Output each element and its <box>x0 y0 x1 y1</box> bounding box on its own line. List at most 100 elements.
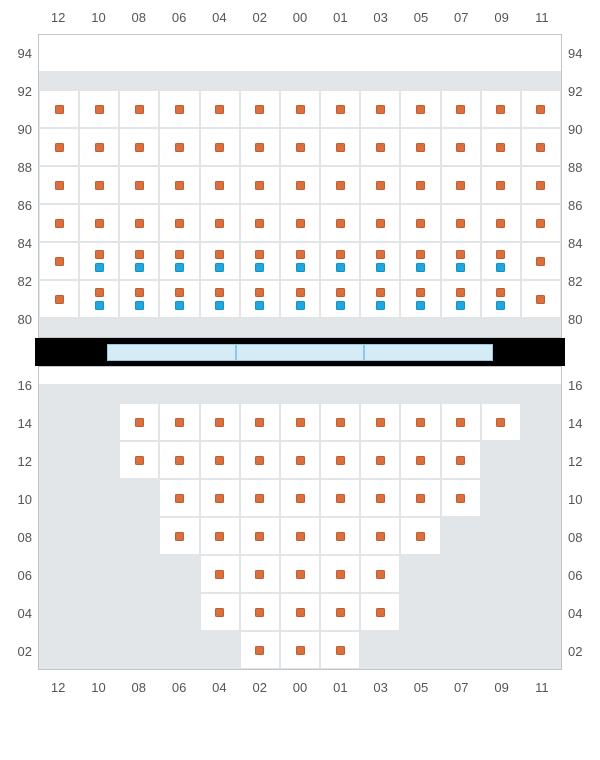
seat-cell[interactable] <box>200 280 240 318</box>
seat-cell[interactable] <box>481 90 521 128</box>
seat-cell[interactable] <box>400 593 440 631</box>
seat-cell[interactable] <box>441 403 481 441</box>
seat-cell[interactable] <box>79 517 119 555</box>
seat-cell[interactable] <box>280 384 320 403</box>
seat-cell[interactable] <box>240 318 280 337</box>
seat-cell[interactable] <box>159 280 199 318</box>
seat-cell[interactable] <box>441 631 481 669</box>
seat-cell[interactable] <box>320 384 360 403</box>
seat-cell[interactable] <box>200 479 240 517</box>
seat-cell[interactable] <box>481 403 521 441</box>
seat-cell[interactable] <box>320 441 360 479</box>
seat-cell[interactable] <box>119 90 159 128</box>
seat-cell[interactable] <box>360 441 400 479</box>
seat-cell[interactable] <box>39 71 79 90</box>
seat-cell[interactable] <box>159 384 199 403</box>
seat-cell[interactable] <box>119 479 159 517</box>
seat-cell[interactable] <box>441 280 481 318</box>
seat-cell[interactable] <box>39 593 79 631</box>
seat-cell[interactable] <box>441 204 481 242</box>
seat-cell[interactable] <box>159 166 199 204</box>
seat-cell[interactable] <box>79 593 119 631</box>
seat-cell[interactable] <box>481 318 521 337</box>
seat-cell[interactable] <box>79 71 119 90</box>
seat-cell[interactable] <box>119 128 159 166</box>
seat-cell[interactable] <box>320 631 360 669</box>
seat-cell[interactable] <box>521 384 561 403</box>
seat-cell[interactable] <box>481 631 521 669</box>
seat-cell[interactable] <box>521 242 561 280</box>
seat-cell[interactable] <box>320 479 360 517</box>
seat-cell[interactable] <box>240 280 280 318</box>
seat-cell[interactable] <box>441 71 481 90</box>
seat-cell[interactable] <box>159 90 199 128</box>
seat-cell[interactable] <box>400 555 440 593</box>
seat-cell[interactable] <box>39 90 79 128</box>
seat-cell[interactable] <box>360 128 400 166</box>
seat-cell[interactable] <box>39 280 79 318</box>
seat-cell[interactable] <box>159 204 199 242</box>
seat-cell[interactable] <box>360 204 400 242</box>
seat-cell[interactable] <box>119 517 159 555</box>
seat-cell[interactable] <box>521 517 561 555</box>
seat-cell[interactable] <box>360 631 400 669</box>
seat-cell[interactable] <box>39 204 79 242</box>
seat-cell[interactable] <box>119 555 159 593</box>
seat-cell[interactable] <box>240 166 280 204</box>
seat-cell[interactable] <box>79 166 119 204</box>
seat-cell[interactable] <box>200 517 240 555</box>
seat-cell[interactable] <box>240 242 280 280</box>
seat-cell[interactable] <box>39 242 79 280</box>
seat-cell[interactable] <box>39 384 79 403</box>
seat-cell[interactable] <box>159 593 199 631</box>
seat-cell[interactable] <box>280 166 320 204</box>
seat-cell[interactable] <box>200 555 240 593</box>
seat-cell[interactable] <box>39 631 79 669</box>
seat-cell[interactable] <box>159 128 199 166</box>
seat-cell[interactable] <box>240 204 280 242</box>
seat-cell[interactable] <box>39 403 79 441</box>
seat-cell[interactable] <box>521 555 561 593</box>
seat-cell[interactable] <box>441 593 481 631</box>
seat-cell[interactable] <box>441 555 481 593</box>
seat-cell[interactable] <box>320 71 360 90</box>
seat-cell[interactable] <box>280 479 320 517</box>
seat-cell[interactable] <box>200 71 240 90</box>
seat-cell[interactable] <box>360 403 400 441</box>
seat-cell[interactable] <box>79 403 119 441</box>
seat-cell[interactable] <box>521 318 561 337</box>
seat-cell[interactable] <box>240 384 280 403</box>
seat-cell[interactable] <box>79 90 119 128</box>
seat-cell[interactable] <box>400 71 440 90</box>
seat-cell[interactable] <box>280 403 320 441</box>
seat-cell[interactable] <box>521 593 561 631</box>
seat-cell[interactable] <box>159 318 199 337</box>
seat-cell[interactable] <box>360 90 400 128</box>
seat-cell[interactable] <box>159 555 199 593</box>
seat-cell[interactable] <box>481 71 521 90</box>
seat-cell[interactable] <box>400 384 440 403</box>
seat-cell[interactable] <box>521 403 561 441</box>
seat-cell[interactable] <box>521 441 561 479</box>
seat-cell[interactable] <box>159 242 199 280</box>
seat-cell[interactable] <box>240 517 280 555</box>
seat-cell[interactable] <box>481 204 521 242</box>
seat-cell[interactable] <box>79 318 119 337</box>
seat-cell[interactable] <box>240 631 280 669</box>
seat-cell[interactable] <box>200 318 240 337</box>
seat-cell[interactable] <box>39 166 79 204</box>
seat-cell[interactable] <box>119 631 159 669</box>
seat-cell[interactable] <box>441 441 481 479</box>
seat-cell[interactable] <box>240 90 280 128</box>
seat-cell[interactable] <box>240 403 280 441</box>
seat-cell[interactable] <box>280 71 320 90</box>
seat-cell[interactable] <box>280 517 320 555</box>
seat-cell[interactable] <box>400 280 440 318</box>
seat-cell[interactable] <box>119 441 159 479</box>
seat-cell[interactable] <box>280 593 320 631</box>
seat-cell[interactable] <box>280 441 320 479</box>
seat-cell[interactable] <box>320 280 360 318</box>
seat-cell[interactable] <box>280 242 320 280</box>
seat-cell[interactable] <box>240 593 280 631</box>
seat-cell[interactable] <box>320 318 360 337</box>
